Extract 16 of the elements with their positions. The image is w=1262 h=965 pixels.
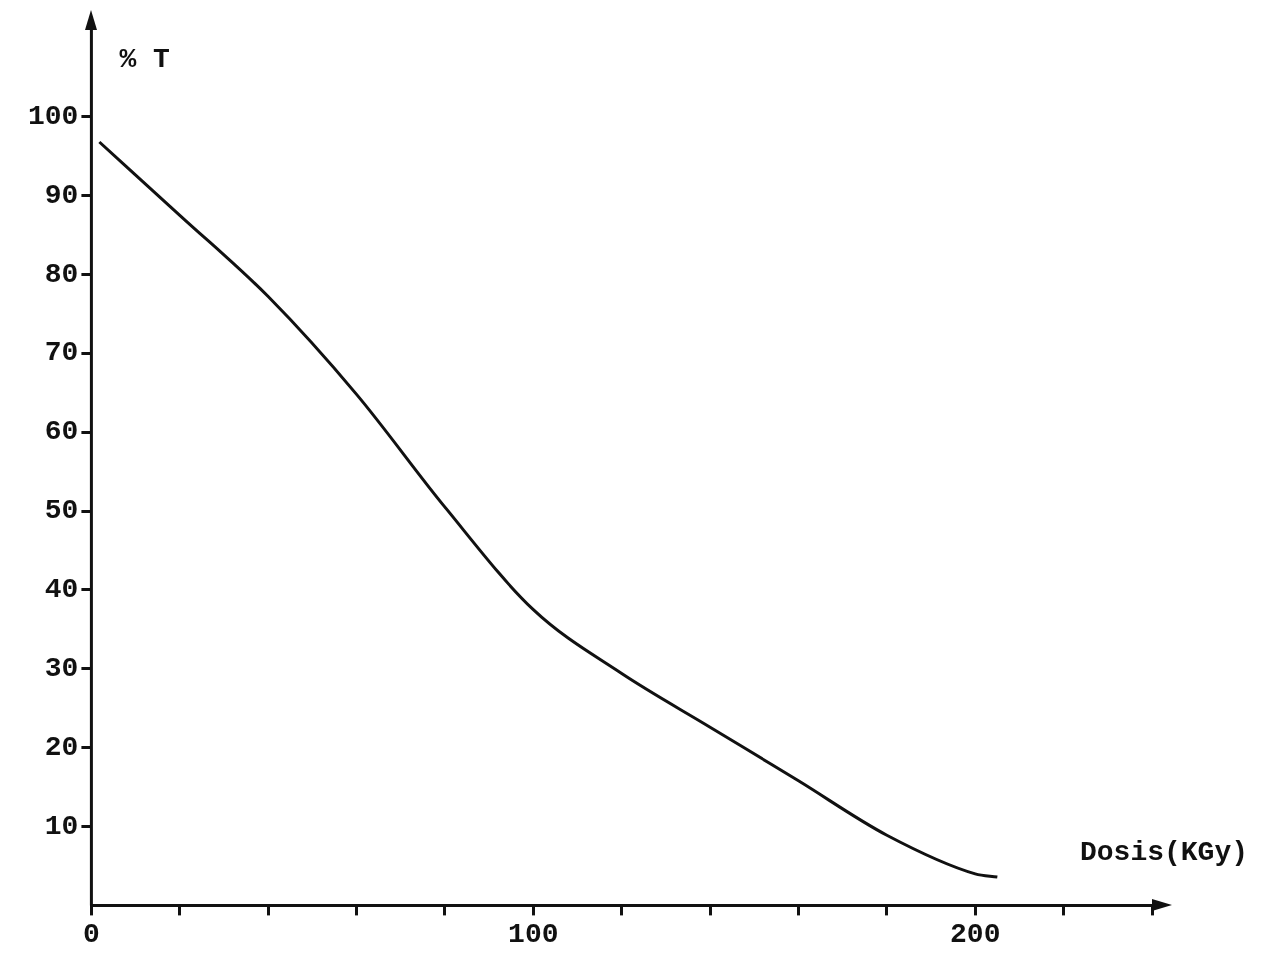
x-tick-label: 0 <box>83 919 100 951</box>
y-tick-label: 80 <box>44 258 79 290</box>
y-tick-label: 90 <box>44 179 79 211</box>
x-axis-title: Dosis(KGy) <box>1079 837 1248 869</box>
y-tick-label: 60 <box>44 416 79 448</box>
y-tick-label: 20 <box>44 731 79 763</box>
y-tick-label: 30 <box>44 652 79 684</box>
x-tick-label: 100 <box>508 919 559 951</box>
y-tick-label: 70 <box>44 337 79 369</box>
y-tick-label: 40 <box>44 573 79 605</box>
y-tick-label: 50 <box>44 495 79 527</box>
y-axis-title: % T <box>119 44 170 76</box>
y-tick-label: 100 <box>27 100 79 132</box>
line-series <box>97 140 999 879</box>
x-tick-label: 200 <box>950 919 1001 951</box>
y-tick-label: 10 <box>44 810 79 842</box>
